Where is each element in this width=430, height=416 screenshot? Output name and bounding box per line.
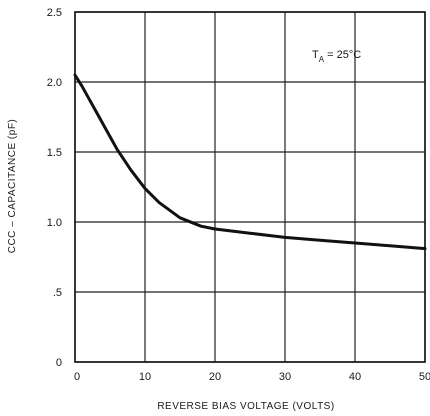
x-tick-label: 50 — [419, 371, 430, 383]
x-axis-title: REVERSE BIAS VOLTAGE (VOLTS) — [157, 401, 334, 412]
y-axis-title: CCC – CAPACITANCE (pF) — [7, 119, 18, 254]
temperature-annotation: TA = 25°C — [312, 49, 361, 64]
x-tick-label: 20 — [209, 371, 221, 383]
plot-frame — [74, 11, 426, 363]
y-tick-label: 2.0 — [47, 77, 62, 89]
y-tick-label: 1.0 — [47, 217, 62, 229]
y-tick-label: .5 — [53, 287, 62, 299]
x-tick-label: 10 — [139, 371, 151, 383]
annotation-main: T — [312, 49, 319, 61]
x-tick-label: 0 — [74, 371, 80, 383]
y-tick-label: 0 — [56, 357, 62, 369]
capacitance-curve — [73, 73, 427, 251]
x-tick-label: 30 — [279, 371, 291, 383]
x-tick-label: 40 — [349, 371, 361, 383]
tick-labels: 0 10 20 30 40 50 0 .5 1.0 1.5 2.0 2.5 — [47, 7, 430, 383]
annotation-rest: = 25°C — [324, 49, 361, 61]
y-tick-label: 1.5 — [47, 147, 62, 159]
annotation-sub: A — [319, 55, 325, 64]
y-tick-label: 2.5 — [47, 7, 62, 19]
grid — [74, 11, 426, 363]
